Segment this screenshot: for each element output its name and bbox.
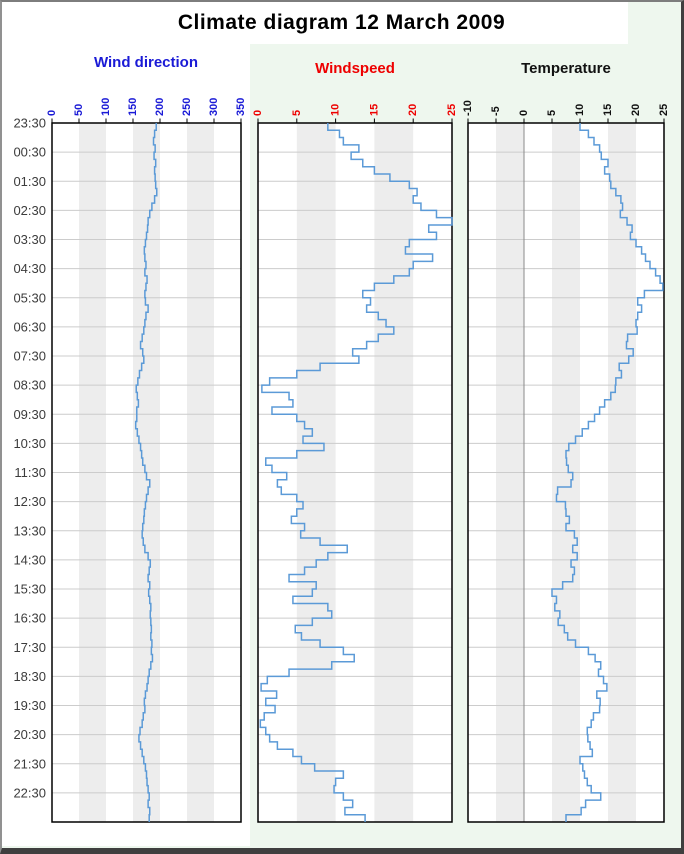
axis-tick-label: 50: [73, 104, 85, 116]
axis-tick-label: 350: [235, 98, 247, 116]
axis-tick-label: 100: [100, 98, 112, 116]
time-label: 23:30: [13, 116, 46, 131]
axis-tick-label: -10: [462, 100, 474, 116]
time-label: 19:30: [13, 698, 46, 713]
axis-tick-label: 300: [208, 98, 220, 116]
time-label: 01:30: [13, 174, 46, 189]
time-label: 07:30: [13, 349, 46, 364]
time-label: 04:30: [13, 261, 46, 276]
time-label: 00:30: [13, 145, 46, 160]
time-label: 16:30: [13, 611, 46, 626]
axis-tick-label: 15: [368, 104, 380, 116]
axis-tick-label: 0: [518, 110, 530, 116]
axis-tick-label: 10: [330, 104, 342, 116]
panel-title-wind-direction: Wind direction: [93, 54, 199, 71]
time-label: 20:30: [13, 727, 46, 742]
time-label: 08:30: [13, 378, 46, 393]
time-label: 12:30: [13, 494, 46, 509]
series-line: [259, 123, 453, 822]
time-label: 21:30: [13, 756, 46, 771]
series-line: [551, 123, 664, 822]
plot-frame: [257, 122, 453, 823]
plot-frame: [51, 122, 242, 823]
time-label: 09:30: [13, 407, 46, 422]
axis-tick-label: 25: [658, 104, 670, 116]
axis-tick-label: 20: [630, 104, 642, 116]
time-label: 03:30: [13, 232, 46, 247]
axis-tick-label: -5: [490, 106, 502, 116]
axis-tick-label: 5: [291, 110, 303, 116]
axis-tick-label: 25: [446, 104, 458, 116]
panel-windspeed: 0 5 10 15 20 25: [252, 104, 458, 823]
panel-title-windspeed: Windspeed: [315, 60, 395, 77]
axis-tick-label: 10: [574, 104, 586, 116]
panel-temperature: -10 -5 0 5 10 15 20 25: [462, 100, 670, 823]
axis-tick-label: 0: [252, 110, 264, 116]
time-label: 02:30: [13, 203, 46, 218]
time-label: 17:30: [13, 640, 46, 655]
series-line: [134, 123, 158, 822]
panel-wind-direction: 0 50 100 150 200 250 300 350: [46, 98, 247, 823]
time-label: 15:30: [13, 582, 46, 597]
time-label: 06:30: [13, 319, 46, 334]
axis-tick-label: 150: [127, 98, 139, 116]
axis-tick-label: 0: [46, 110, 58, 116]
time-label: 10:30: [13, 436, 46, 451]
axis-tick-label: 200: [154, 98, 166, 116]
axis-tick-label: 15: [602, 104, 614, 116]
time-label: 13:30: [13, 523, 46, 538]
axis-tick-label: 20: [407, 104, 419, 116]
time-label: 05:30: [13, 290, 46, 305]
time-label: 18:30: [13, 669, 46, 684]
panel-title-temperature: Temperature: [521, 60, 611, 77]
axis-tick-label: 5: [546, 110, 558, 116]
page-title: Climate diagram 12 March 2009: [177, 11, 506, 34]
axis-tick-label: 250: [181, 98, 193, 116]
time-label: 14:30: [13, 552, 46, 567]
time-label: 22:30: [13, 785, 46, 800]
time-label: 11:30: [14, 465, 46, 480]
